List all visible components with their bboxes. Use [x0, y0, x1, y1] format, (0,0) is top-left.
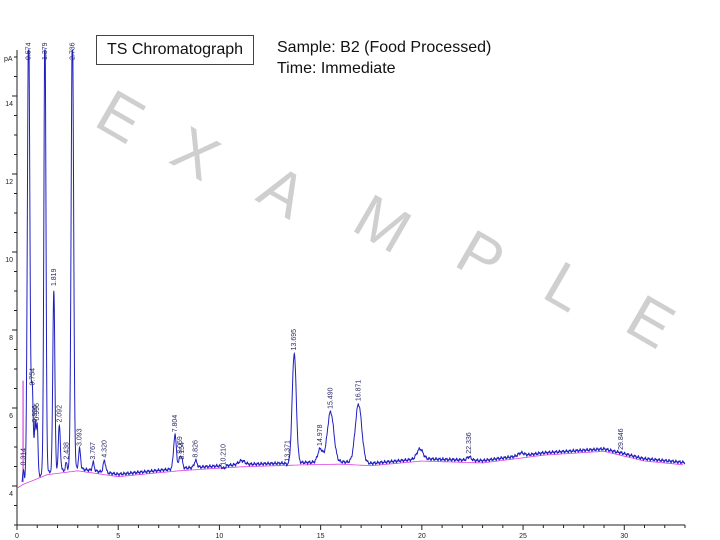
peak-label: 1.379: [42, 42, 49, 60]
y-tick-label: 10: [5, 257, 13, 264]
x-tick-label: 30: [620, 533, 628, 540]
time-info: Time: Immediate: [277, 60, 396, 77]
instrument-title-box: TS Chromatograph: [96, 35, 254, 65]
x-tick-label: 20: [418, 533, 426, 540]
y-tick-label: 6: [9, 413, 13, 420]
peak-label: 0.314: [20, 448, 27, 466]
y-tick-label: 4: [9, 491, 13, 498]
y-tick-label: 8: [9, 335, 13, 342]
y-tick-label: 12: [5, 179, 13, 186]
x-tick-label: 25: [519, 533, 527, 540]
sample-info: Sample: B2 (Food Processed): [277, 39, 492, 56]
signal-trace: [21, 49, 686, 482]
peak-label: 29.846: [618, 428, 625, 450]
x-tick-label: 10: [216, 533, 224, 540]
peak-label: 7.804: [172, 415, 179, 433]
watermark-letter: E: [85, 77, 155, 157]
x-tick-label: 0: [15, 533, 19, 540]
watermark-letter: A: [247, 152, 318, 233]
watermark-letter: L: [533, 249, 597, 326]
y-axis-label: pA: [4, 56, 13, 63]
peak-label: 15.490: [328, 387, 335, 409]
axes: 0 5 10 15 20 25 30 4 6 8 10 12 14 pA: [4, 50, 686, 540]
peak-label: 1.819: [51, 268, 58, 286]
y-tick-label: 14: [5, 101, 13, 108]
peak-label: 0.754: [29, 368, 36, 386]
peak-label: 3.767: [90, 442, 97, 460]
watermark-letter: E: [615, 282, 685, 362]
watermark-letter: M: [343, 181, 422, 267]
peak-label: 0.996: [34, 403, 41, 421]
x-tick-label: 15: [317, 533, 325, 540]
instrument-title: TS Chromatograph: [106, 41, 244, 58]
x-tick-label: 5: [116, 533, 120, 540]
watermark-letter: P: [445, 217, 515, 297]
peak-label: 0.896: [32, 405, 39, 423]
peak-label: 2.438: [63, 442, 70, 460]
peak-label: 8.154: [179, 442, 186, 460]
peak-label: 16.871: [356, 380, 363, 402]
peak-label: 3.093: [77, 428, 84, 446]
watermark-letter: X: [160, 114, 230, 194]
peak-label: 8.826: [193, 440, 200, 458]
peak-label: 14.978: [317, 424, 324, 446]
peak-label: 13.695: [291, 329, 298, 351]
peak-label: 8.059: [177, 436, 184, 454]
peak-label: 4.320: [101, 440, 108, 458]
peak-label: 22.336: [466, 432, 473, 454]
baseline-line: [16, 450, 684, 489]
plot-area: [16, 49, 686, 489]
peak-label: 2.736: [69, 42, 76, 60]
peak-label: 10.210: [221, 444, 228, 466]
peak-label: 13.371: [285, 440, 292, 462]
peak-label: 2.092: [56, 405, 63, 423]
peak-label: 0.574: [26, 42, 33, 60]
